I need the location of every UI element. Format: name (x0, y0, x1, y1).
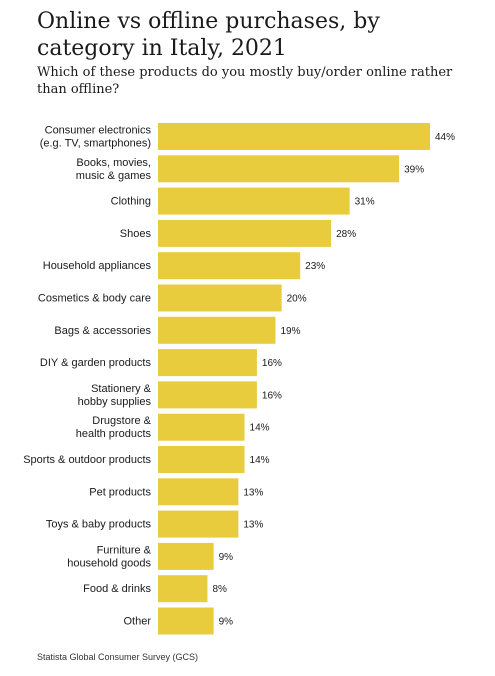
bar (158, 284, 282, 312)
value-label: 14% (250, 423, 270, 434)
value-label: 8% (212, 584, 227, 595)
bar (158, 155, 400, 183)
value-label: 16% (262, 358, 282, 369)
bar (158, 542, 214, 570)
category-label: Consumer electronics (45, 125, 152, 137)
bar (158, 607, 214, 635)
category-label: Furniture & (97, 544, 152, 556)
category-label: Shoes (120, 228, 152, 240)
bar (158, 252, 301, 280)
category-label: Stationery & (91, 383, 152, 395)
category-label: Cosmetics & body care (38, 293, 151, 305)
bar (158, 446, 245, 473)
source-note: Statista Global Consumer Survey (GCS) (37, 652, 199, 662)
bar (158, 478, 239, 506)
chart-title: Online vs offline purchases, by category… (37, 9, 380, 61)
category-label: Food & drinks (83, 583, 151, 595)
bar (158, 316, 276, 344)
category-label: household goods (67, 557, 151, 569)
value-label: 14% (250, 455, 270, 466)
value-label: 9% (219, 617, 234, 628)
bar (158, 510, 239, 538)
category-label: Bags & accessories (54, 325, 151, 337)
category-label: Household appliances (43, 260, 152, 272)
value-label: 31% (355, 197, 375, 208)
category-label: music & games (76, 170, 152, 182)
bar (158, 219, 332, 247)
category-label: Toys & baby products (46, 519, 152, 531)
value-label: 28% (336, 229, 356, 240)
category-label: Sports & outdoor products (23, 454, 151, 466)
bar-chart: 44% Consumer electronics(e.g. TV, smartph… (23, 123, 455, 635)
category-label: DIY & garden products (40, 357, 152, 369)
category-label: Other (123, 616, 151, 628)
category-label: Clothing (111, 196, 151, 208)
bar (158, 187, 350, 215)
value-label: 39% (404, 164, 424, 175)
category-label: (e.g. TV, smartphones) (40, 138, 151, 150)
value-label: 16% (262, 390, 282, 401)
bar (158, 413, 245, 441)
bar (158, 123, 430, 150)
bar (158, 381, 257, 409)
value-label: 13% (243, 487, 263, 498)
value-label: 19% (280, 326, 300, 337)
category-label: hobby supplies (78, 396, 152, 408)
category-label: Books, movies, (76, 157, 151, 169)
bar (158, 575, 208, 603)
value-label: 23% (305, 261, 325, 272)
value-label: 44% (435, 132, 455, 143)
category-label: Pet products (89, 486, 151, 498)
category-label: Drugstore & (92, 415, 151, 427)
value-label: 20% (287, 294, 307, 305)
value-label: 9% (219, 552, 234, 563)
category-label: health products (76, 428, 152, 440)
bar (158, 349, 257, 377)
value-label: 13% (243, 520, 263, 531)
chart-subtitle: Which of these products do you mostly bu… (37, 65, 453, 97)
